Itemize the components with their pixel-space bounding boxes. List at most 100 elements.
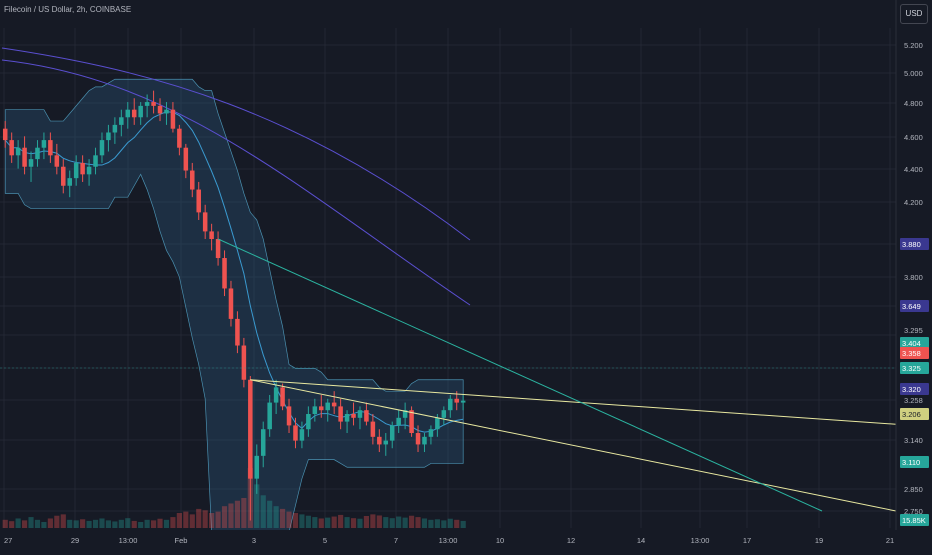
moving-average-medium — [1, 59, 471, 306]
candle — [138, 102, 143, 125]
volume-bar — [312, 517, 318, 528]
y-tick-label: 4.800 — [904, 99, 923, 108]
volume-bar — [47, 518, 53, 528]
candle-body — [86, 166, 92, 175]
x-tick-label: 13:00 — [691, 536, 710, 545]
price-badge: 3.358 — [900, 347, 929, 359]
volume-bar — [338, 514, 344, 528]
candle-body — [61, 166, 66, 186]
volume-bar — [138, 522, 144, 528]
candle — [215, 231, 221, 266]
candle-body — [15, 147, 21, 156]
candle — [299, 421, 305, 449]
price-badge-label: 3.649 — [902, 302, 921, 311]
currency-button[interactable]: USD — [900, 4, 928, 24]
candle — [209, 223, 214, 251]
trendline — [250, 379, 897, 512]
x-tick-label: 29 — [71, 536, 79, 545]
x-tick-label: 3 — [252, 536, 256, 545]
candle-body — [209, 231, 214, 240]
candle-body — [138, 105, 143, 118]
candle — [312, 398, 318, 422]
volume-bar — [447, 518, 453, 528]
candle-body — [441, 410, 447, 418]
candle — [177, 124, 182, 156]
volume-bar — [299, 514, 305, 528]
volume-bar — [357, 518, 363, 528]
candle — [286, 398, 292, 434]
volume-bar — [441, 520, 447, 528]
chart-title: Filecoin / US Dollar, 2h, COINBASE — [4, 5, 132, 14]
candle — [196, 181, 201, 220]
candle — [448, 394, 453, 418]
x-tick-label: 27 — [4, 536, 12, 545]
candle-body — [299, 429, 305, 441]
candle — [248, 375, 253, 521]
candle-body — [202, 212, 208, 232]
candle-body — [364, 410, 369, 422]
x-tick-label: 12 — [567, 536, 575, 545]
volume-bar — [202, 510, 208, 528]
candle-body — [254, 455, 260, 479]
candle-body — [157, 105, 163, 114]
candle-body — [93, 155, 98, 167]
price-badge: 3.325 — [900, 362, 929, 374]
candle — [409, 406, 414, 437]
x-tick-label: Feb — [175, 536, 188, 545]
volume-bar — [454, 519, 460, 528]
candle-body — [9, 140, 14, 156]
volume-bar — [254, 484, 260, 528]
volume-bar — [67, 519, 73, 528]
candle-body — [422, 436, 427, 445]
volume-bar — [402, 517, 408, 528]
y-tick-label: 3.295 — [904, 326, 923, 335]
volume-bar — [221, 506, 228, 528]
volume-bar — [9, 521, 15, 528]
candle-body — [2, 128, 8, 141]
candle — [144, 94, 150, 118]
candle-body — [170, 109, 176, 129]
volume-bar — [415, 517, 421, 528]
candle — [93, 147, 98, 175]
volume-bar — [131, 520, 137, 528]
volume-bar — [99, 518, 105, 528]
y-tick-label: 3.800 — [904, 273, 923, 282]
price-badge: 15.85K — [900, 514, 929, 526]
candle-body — [80, 162, 85, 175]
candle-body — [351, 413, 356, 418]
trendlines — [217, 238, 897, 512]
volume-bar — [305, 515, 311, 528]
price-badge: 3.320 — [900, 383, 929, 395]
candle-body — [402, 410, 408, 418]
candle-body — [131, 109, 137, 118]
candle-body — [125, 109, 131, 118]
volume-bar — [125, 518, 131, 528]
candle — [389, 421, 395, 449]
volume-bar — [209, 513, 215, 528]
candle-body — [228, 288, 234, 319]
volume-bar — [80, 519, 86, 528]
y-tick-label: 3.258 — [904, 396, 923, 405]
candle — [428, 425, 434, 445]
price-badge-bg — [900, 408, 929, 420]
x-tick-label: 7 — [394, 536, 398, 545]
candle — [293, 417, 298, 449]
volume-bar — [350, 518, 357, 528]
candle-body — [460, 400, 466, 403]
volume-bar — [383, 517, 389, 528]
price-badge-label: 3.320 — [902, 385, 921, 394]
candle — [73, 155, 79, 186]
volume-bar — [408, 515, 415, 528]
volume-bar — [325, 517, 331, 528]
candle-body — [41, 140, 47, 148]
candle — [422, 433, 427, 453]
y-tick-label: 5.000 — [904, 69, 923, 78]
volume-bar — [228, 503, 234, 528]
candle-body — [67, 178, 72, 186]
price-badge: 3.880 — [900, 238, 929, 250]
candle-body — [267, 402, 272, 430]
candle-body — [99, 140, 105, 156]
candle-body — [396, 417, 401, 426]
